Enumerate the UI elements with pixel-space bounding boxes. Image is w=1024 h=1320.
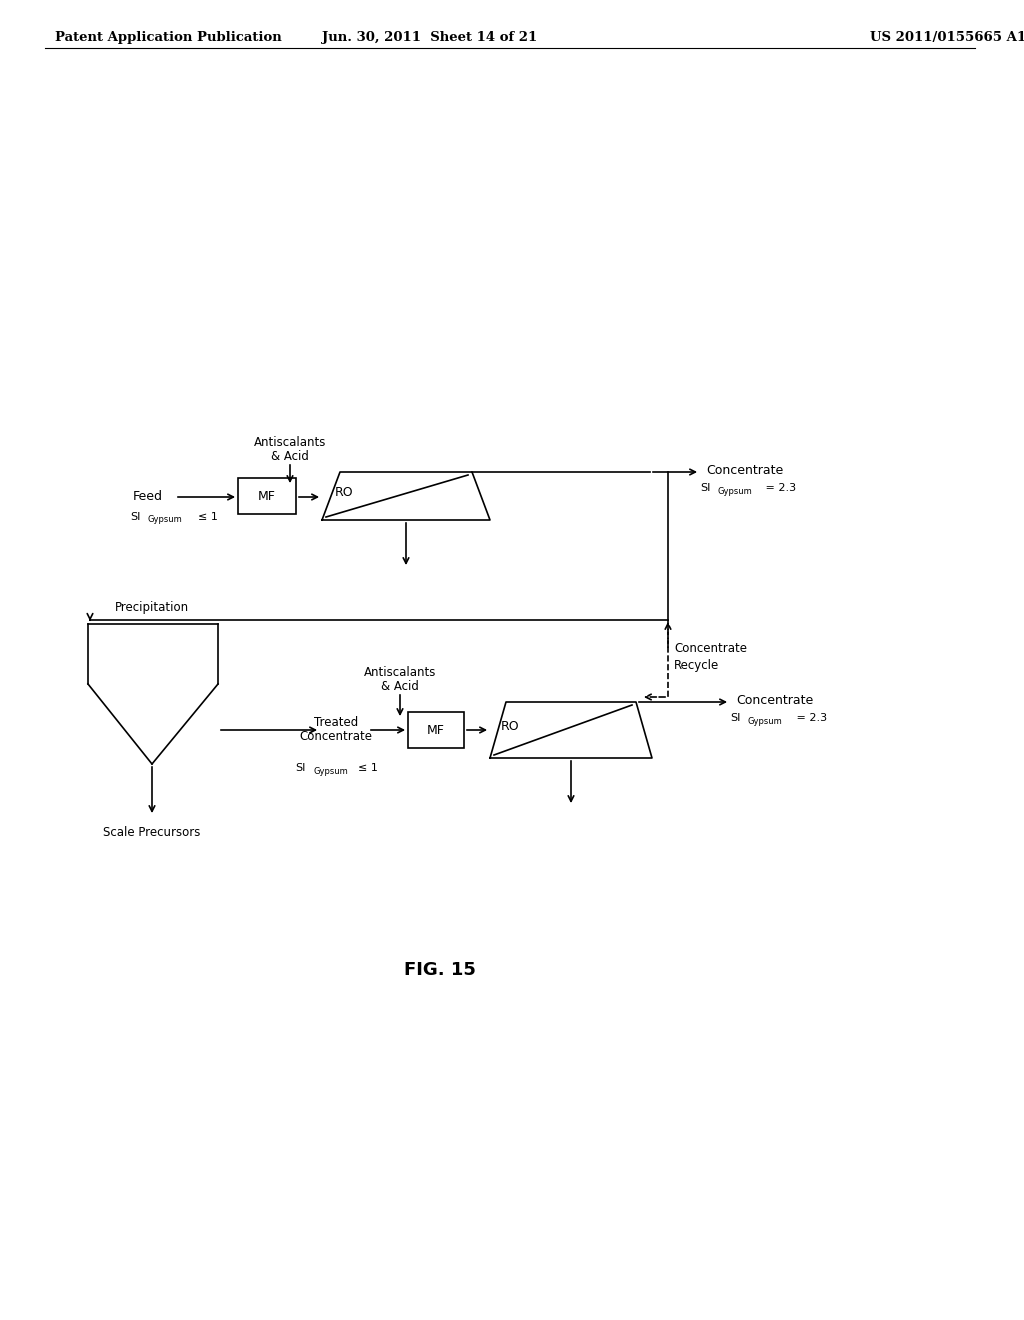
Text: Scale Precursors: Scale Precursors: [103, 825, 201, 838]
Bar: [408, 711, 464, 748]
Text: MF: MF: [427, 723, 445, 737]
Text: FIG. 15: FIG. 15: [404, 961, 476, 979]
Text: Patent Application Publication: Patent Application Publication: [55, 30, 282, 44]
Text: Concentrate: Concentrate: [674, 642, 746, 655]
Text: ≤ 1: ≤ 1: [198, 512, 218, 521]
Text: MF: MF: [258, 490, 275, 503]
Text: RO: RO: [501, 721, 519, 734]
Text: Gypsum: Gypsum: [718, 487, 753, 495]
Text: Antiscalants: Antiscalants: [364, 665, 436, 678]
Text: Gypsum: Gypsum: [148, 516, 182, 524]
Text: Precipitation: Precipitation: [115, 602, 189, 615]
Text: US 2011/0155665 A1: US 2011/0155665 A1: [870, 30, 1024, 44]
Text: SI: SI: [730, 713, 740, 723]
Text: SI: SI: [130, 512, 140, 521]
Text: SI: SI: [700, 483, 711, 492]
Text: Treated: Treated: [314, 715, 358, 729]
Text: Concentrate: Concentrate: [706, 463, 783, 477]
Text: & Acid: & Acid: [381, 681, 419, 693]
Text: Concentrate: Concentrate: [736, 693, 813, 706]
Text: Jun. 30, 2011  Sheet 14 of 21: Jun. 30, 2011 Sheet 14 of 21: [323, 30, 538, 44]
Text: = 2.3: = 2.3: [762, 483, 796, 492]
Text: Gypsum: Gypsum: [748, 717, 782, 726]
Text: RO: RO: [335, 487, 353, 499]
Text: & Acid: & Acid: [271, 450, 309, 463]
Bar: [238, 478, 296, 513]
Text: SI: SI: [295, 763, 305, 774]
Text: Feed: Feed: [133, 491, 163, 503]
Text: Recycle: Recycle: [674, 660, 719, 672]
Text: Gypsum: Gypsum: [313, 767, 348, 776]
Text: ≤ 1: ≤ 1: [358, 763, 378, 774]
Text: = 2.3: = 2.3: [793, 713, 827, 723]
Text: Antiscalants: Antiscalants: [254, 436, 327, 449]
Text: Concentrate: Concentrate: [299, 730, 373, 743]
